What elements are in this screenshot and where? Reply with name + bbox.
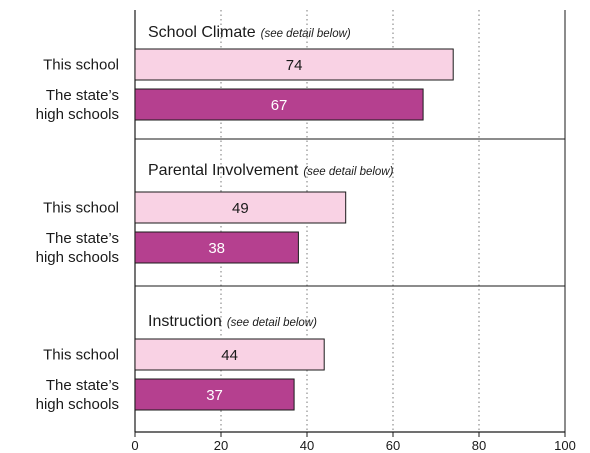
bar-value-label: 74	[286, 57, 303, 74]
row-label: The state’s high schools	[36, 87, 119, 123]
row-label: This school	[43, 347, 119, 364]
group-note: (see detail below)	[227, 317, 317, 329]
x-tick-label: 60	[386, 438, 400, 453]
row-label: The state’s high schools	[36, 230, 119, 266]
state-bar	[134, 378, 295, 411]
bar-group: School Climate (see detail below) 74 This s…	[36, 24, 454, 123]
group-title: Parental Involvement (see detail below)	[148, 162, 394, 179]
this-school-bar	[134, 48, 454, 81]
state-bar	[134, 231, 299, 264]
x-tick-label: 0	[131, 438, 138, 453]
bar-group: Parental Involvement (see detail below) 49…	[36, 162, 394, 266]
x-tick-label: 100	[554, 438, 576, 453]
x-axis: 0 20 40 60 80 100	[131, 431, 576, 453]
group-title: Instruction (see detail below)	[148, 313, 317, 330]
row-label: The state’s high schools	[36, 377, 119, 413]
bar-group: Instruction (see detail below) 44 This scho…	[36, 313, 325, 413]
bar-groups: School Climate (see detail below) 74 This s…	[36, 24, 454, 413]
bar-value-label: 49	[232, 200, 249, 217]
bar-value-label: 44	[221, 347, 238, 364]
bar-value-label: 67	[271, 97, 288, 114]
row-label: This school	[43, 200, 119, 217]
x-tick-label: 20	[214, 438, 228, 453]
this-school-bar	[134, 338, 325, 371]
this-school-bar	[134, 191, 347, 224]
row-label: This school	[43, 57, 119, 74]
bar-value-label: 37	[206, 387, 223, 404]
group-note: (see detail below)	[261, 28, 351, 40]
state-bar	[134, 88, 424, 121]
bar-value-label: 38	[208, 240, 225, 257]
x-tick-label: 80	[472, 438, 486, 453]
group-title: School Climate (see detail below)	[148, 24, 351, 41]
x-tick-label: 40	[300, 438, 314, 453]
group-note: (see detail below)	[303, 166, 393, 178]
